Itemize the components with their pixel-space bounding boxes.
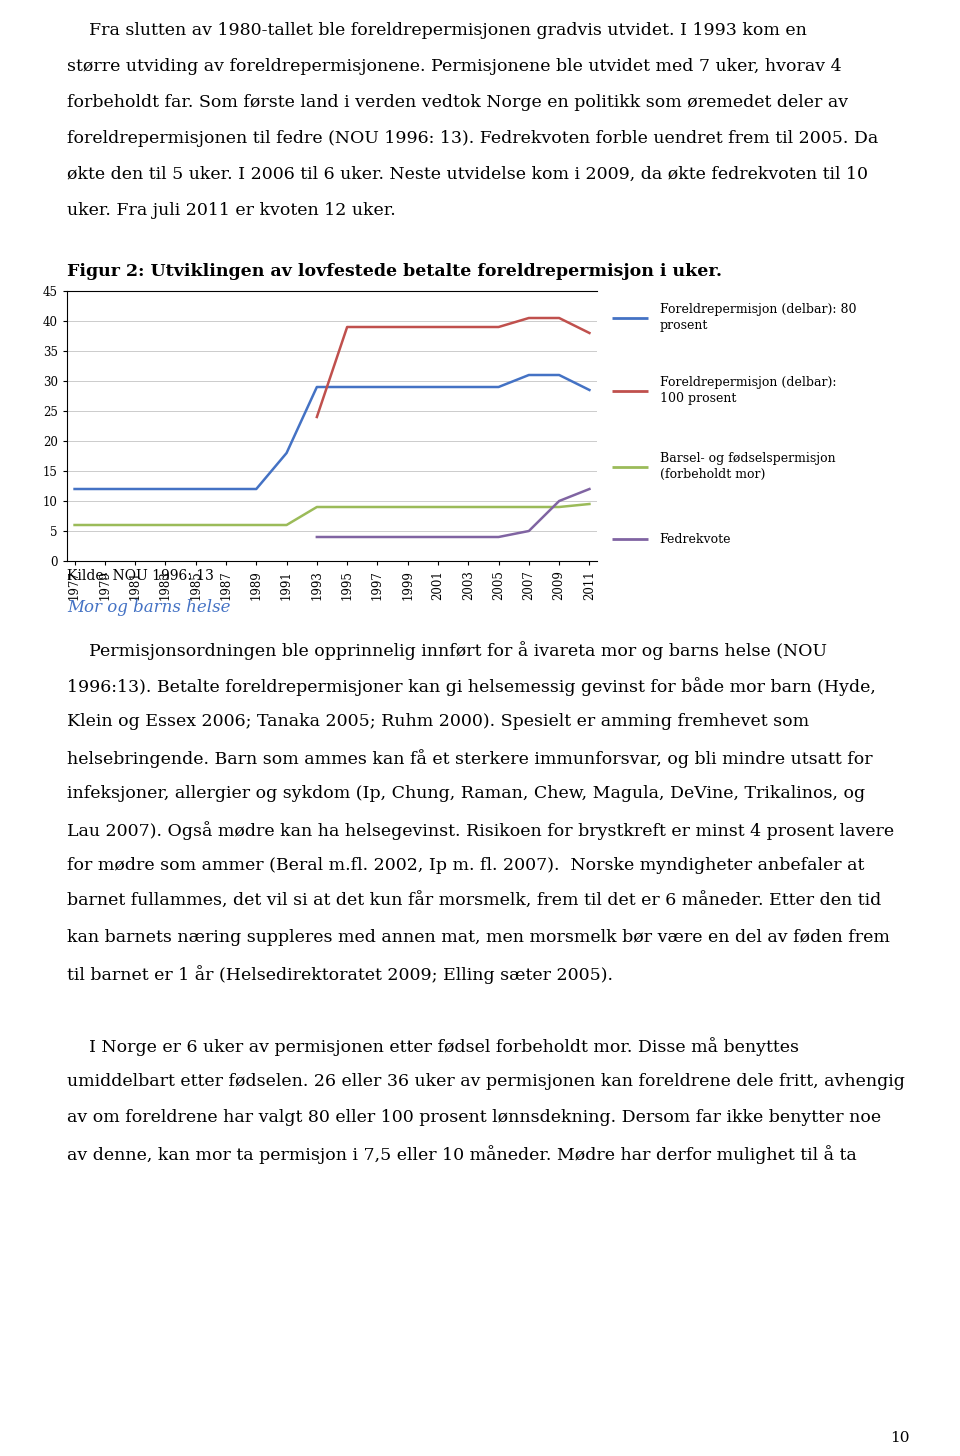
Text: Mor og barns helse: Mor og barns helse: [67, 598, 230, 616]
Text: helsebringende. Barn som ammes kan få et sterkere immunforsvar, og bli mindre ut: helsebringende. Barn som ammes kan få et…: [67, 748, 873, 767]
Text: Figur 2: Utviklingen av lovfestede betalte foreldrepermisjon i uker.: Figur 2: Utviklingen av lovfestede betal…: [67, 264, 722, 280]
Text: for mødre som ammer (Beral m.fl. 2002, Ip m. fl. 2007).  Norske myndigheter anbe: for mødre som ammer (Beral m.fl. 2002, I…: [67, 858, 864, 874]
Text: av denne, kan mor ta permisjon i 7,5 eller 10 måneder. Mødre har derfor mulighet: av denne, kan mor ta permisjon i 7,5 ell…: [67, 1144, 856, 1163]
Text: I Norge er 6 uker av permisjonen etter fødsel forbeholdt mor. Disse må benyttes: I Norge er 6 uker av permisjonen etter f…: [67, 1037, 799, 1056]
Text: 1996:13). Betalte foreldrepermisjoner kan gi helsemessig gevinst for både mor ba: 1996:13). Betalte foreldrepermisjoner ka…: [67, 677, 876, 696]
Text: foreldrepermisjonen til fedre (NOU 1996: 13). Fedrekvoten forble uendret frem ti: foreldrepermisjonen til fedre (NOU 1996:…: [67, 130, 878, 147]
Text: til barnet er 1 år (Helsedirektoratet 2009; Elling sæter 2005).: til barnet er 1 år (Helsedirektoratet 20…: [67, 965, 613, 984]
Text: 10: 10: [891, 1431, 910, 1444]
Text: barnet fullammes, det vil si at det kun får morsmelk, frem til det er 6 måneder.: barnet fullammes, det vil si at det kun …: [67, 893, 881, 910]
Text: større utviding av foreldrepermisjonene. Permisjonene ble utvidet med 7 uker, hv: større utviding av foreldrepermisjonene.…: [67, 58, 842, 76]
Text: Klein og Essex 2006; Tanaka 2005; Ruhm 2000). Spesielt er amming fremhevet som: Klein og Essex 2006; Tanaka 2005; Ruhm 2…: [67, 713, 809, 729]
Text: Foreldrepermisjon (delbar):
100 prosent: Foreldrepermisjon (delbar): 100 prosent: [660, 377, 836, 405]
Text: forbeholdt far. Som første land i verden vedtok Norge en politikk som øremedet d: forbeholdt far. Som første land i verden…: [67, 95, 848, 111]
Text: Kilde: NOU 1996: 13: Kilde: NOU 1996: 13: [67, 569, 214, 582]
Text: Foreldrepermisjon (delbar): 80
prosent: Foreldrepermisjon (delbar): 80 prosent: [660, 303, 856, 332]
Text: Lau 2007). Også mødre kan ha helsegevinst. Risikoen for brystkreft er minst 4 pr: Lau 2007). Også mødre kan ha helsegevins…: [67, 821, 894, 840]
Text: Permisjonsordningen ble opprinnelig innført for å ivareta mor og barns helse (NO: Permisjonsordningen ble opprinnelig innf…: [67, 641, 827, 660]
Text: økte den til 5 uker. I 2006 til 6 uker. Neste utvidelse kom i 2009, da økte fedr: økte den til 5 uker. I 2006 til 6 uker. …: [67, 166, 868, 183]
Text: av om foreldrene har valgt 80 eller 100 prosent lønnsdekning. Dersom far ikke be: av om foreldrene har valgt 80 eller 100 …: [67, 1109, 881, 1125]
Text: uker. Fra juli 2011 er kvoten 12 uker.: uker. Fra juli 2011 er kvoten 12 uker.: [67, 202, 396, 218]
Text: Fedrekvote: Fedrekvote: [660, 533, 732, 546]
Text: Fra slutten av 1980-tallet ble foreldrepermisjonen gradvis utvidet. I 1993 kom e: Fra slutten av 1980-tallet ble foreldrep…: [67, 22, 806, 39]
Text: kan barnets næring suppleres med annen mat, men morsmelk bør være en del av føde: kan barnets næring suppleres med annen m…: [67, 929, 890, 946]
Text: infeksjoner, allergier og sykdom (Ip, Chung, Raman, Chew, Magula, DeVine, Trikal: infeksjoner, allergier og sykdom (Ip, Ch…: [67, 785, 865, 802]
Text: Barsel- og fødselspermisjon
(forbeholdt mor): Barsel- og fødselspermisjon (forbeholdt …: [660, 451, 835, 480]
Text: umiddelbart etter fødselen. 26 eller 36 uker av permisjonen kan foreldrene dele : umiddelbart etter fødselen. 26 eller 36 …: [67, 1073, 905, 1091]
